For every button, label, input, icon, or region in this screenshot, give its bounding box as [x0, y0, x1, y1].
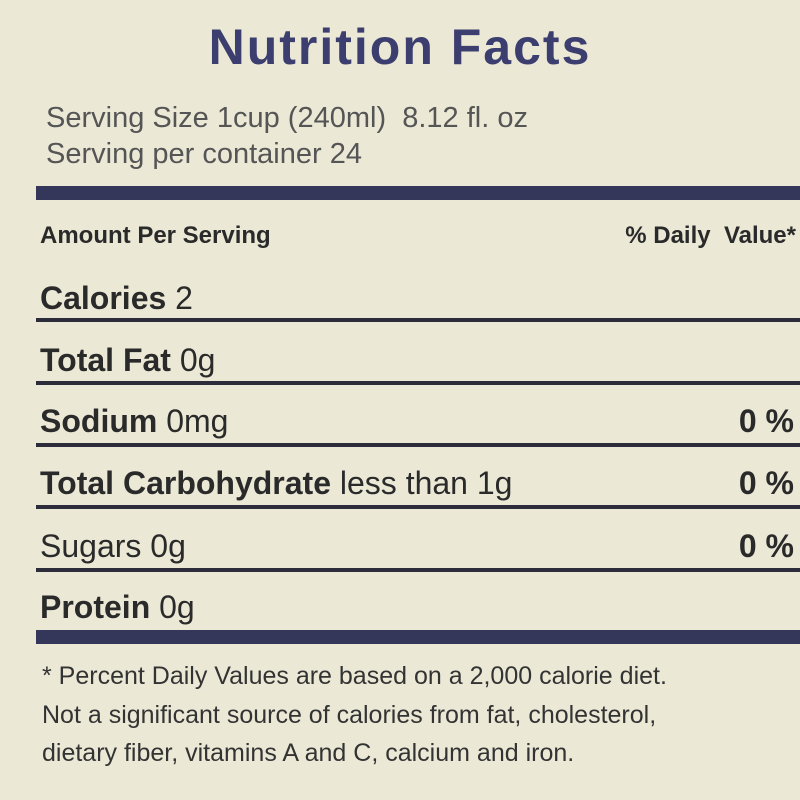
label: Total Carbohydrate: [40, 465, 331, 501]
rule: [36, 505, 800, 509]
value: 0g: [150, 528, 186, 564]
label: Calories: [40, 280, 167, 316]
rule: [36, 568, 800, 572]
rule: [36, 381, 800, 385]
serving-size: Serving Size 1cup (240ml) 8.12 fl. oz: [46, 102, 528, 134]
value: 0mg: [166, 403, 229, 439]
footnote: * Percent Daily Values are based on a 2,…: [42, 662, 667, 690]
footnote: dietary fiber, vitamins A and C, calcium…: [42, 739, 575, 767]
row: Protein 0g: [40, 589, 195, 626]
amount-header: Amount Per Serving: [40, 222, 271, 249]
row: Total Carbohydrate less than 1g: [40, 465, 512, 502]
daily: 0 %: [738, 465, 794, 501]
label: Sugars: [40, 528, 142, 564]
servings-per-container: Serving per container 24: [46, 138, 362, 170]
thick-rule: [36, 630, 800, 644]
rule: [36, 318, 800, 322]
thick-rule: [36, 186, 800, 200]
title: Nutrition Facts: [208, 19, 592, 75]
label: Sodium: [40, 403, 158, 439]
value: 0g: [179, 342, 216, 378]
rule: [36, 443, 800, 447]
row: Sodium 0mg: [40, 403, 228, 440]
value: 0g: [159, 589, 195, 625]
daily: 0 %: [738, 403, 794, 439]
label: Protein: [40, 589, 151, 625]
row: Calories 2: [40, 280, 193, 317]
footnote: Not a significant source of calories fro…: [42, 701, 657, 729]
label: Total Fat: [40, 342, 171, 378]
daily-value-header: % Daily Value*: [625, 222, 796, 249]
row: Sugars 0g: [40, 528, 186, 565]
value: less than 1g: [339, 465, 513, 501]
value: 2: [175, 280, 193, 316]
daily: 0 %: [738, 528, 794, 564]
row: Total Fat 0g: [40, 342, 215, 379]
